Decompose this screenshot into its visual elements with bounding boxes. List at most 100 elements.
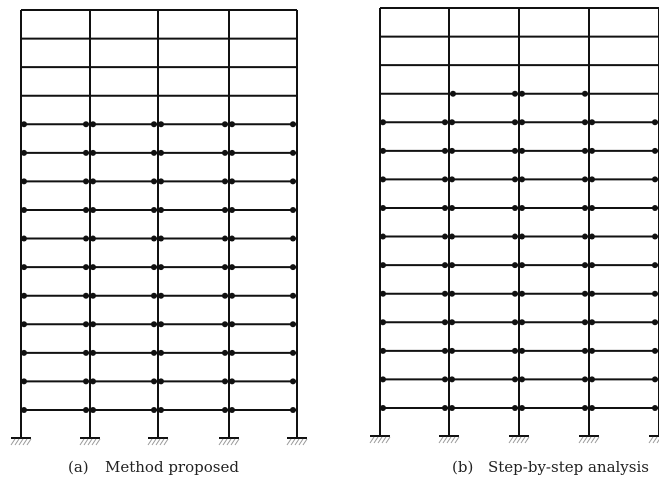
plastic-hinge	[442, 176, 448, 183]
hatch-line	[516, 436, 522, 444]
plastic-hinge	[380, 233, 386, 240]
plastic-hinge	[589, 119, 595, 126]
plastic-hinge	[519, 90, 525, 97]
plastic-hinge	[21, 206, 27, 213]
plastic-hinge	[83, 406, 89, 413]
plastic-hinge	[229, 149, 235, 156]
plastic-hinge	[582, 319, 588, 326]
frame	[11, 9, 307, 439]
plastic-hinge	[652, 204, 658, 211]
hatch-line	[163, 438, 169, 446]
plastic-hinge	[222, 264, 228, 271]
plastic-hinge	[519, 262, 525, 269]
plastic-hinge	[652, 147, 658, 154]
plastic-hinge	[83, 206, 89, 213]
plastic-hinge	[222, 292, 228, 299]
plastic-hinge	[449, 290, 455, 297]
plastic-hinge	[83, 349, 89, 356]
plastic-hinge	[290, 378, 296, 385]
plastic-hinge	[512, 290, 518, 297]
plastic-hinge	[442, 233, 448, 240]
plastic-hinge	[589, 233, 595, 240]
plastic-hinge	[519, 233, 525, 240]
plastic-hinge	[512, 176, 518, 183]
panel-label: (b)	[452, 458, 473, 476]
plastic-hinge	[222, 121, 228, 128]
hatch-line	[159, 438, 165, 446]
plastic-hinge	[151, 406, 157, 413]
plastic-hinge	[222, 149, 228, 156]
hatch-line	[369, 436, 375, 444]
plastic-hinge	[589, 347, 595, 354]
panel-caption: Method proposed	[105, 458, 239, 476]
plastic-hinge	[290, 406, 296, 413]
plastic-hinge	[380, 147, 386, 154]
plastic-hinge	[442, 376, 448, 383]
plastic-hinge	[21, 121, 27, 128]
hatch-line	[385, 436, 391, 444]
hatch-line	[438, 436, 444, 444]
plastic-hinge	[222, 321, 228, 328]
hatch-line	[648, 436, 654, 444]
plastic-hinge	[290, 178, 296, 185]
plastic-hinge	[582, 90, 588, 97]
plastic-hinge	[90, 378, 96, 385]
plastic-hinge	[90, 121, 96, 128]
plastic-hinge	[222, 235, 228, 242]
hatch-line	[79, 438, 85, 446]
plastic-hinge	[449, 404, 455, 411]
plastic-hinge	[222, 349, 228, 356]
plastic-hinge	[290, 149, 296, 156]
plastic-hinge	[442, 347, 448, 354]
plastic-hinge	[83, 149, 89, 156]
plastic-hinge	[519, 204, 525, 211]
plastic-hinge	[158, 264, 164, 271]
plastic-hinge	[442, 204, 448, 211]
plastic-hinge	[512, 233, 518, 240]
plastic-hinge	[222, 206, 228, 213]
hatch-line	[14, 438, 20, 446]
hatch-line	[83, 438, 89, 446]
plastic-hinge	[158, 235, 164, 242]
plastic-hinge	[290, 264, 296, 271]
hatch-line	[18, 438, 24, 446]
plastic-hinge	[519, 290, 525, 297]
plastic-hinge	[380, 376, 386, 383]
hatch-line	[151, 438, 157, 446]
plastic-hinge	[90, 321, 96, 328]
plastic-hinge	[652, 290, 658, 297]
plastic-hinge	[151, 321, 157, 328]
hatch-line	[286, 438, 292, 446]
plastic-hinge	[652, 233, 658, 240]
plastic-hinge	[158, 206, 164, 213]
plastic-hinge	[582, 262, 588, 269]
plastic-hinge	[589, 147, 595, 154]
hatch-line	[594, 436, 600, 444]
support-hatch	[218, 438, 240, 446]
hatch-line	[652, 436, 658, 444]
plastic-hinge	[229, 178, 235, 185]
hatch-line	[450, 436, 456, 444]
frames	[10, 7, 659, 446]
hatch-line	[22, 438, 28, 446]
plastic-hinge	[158, 321, 164, 328]
plastic-hinge	[151, 292, 157, 299]
plastic-hinge	[449, 176, 455, 183]
hatch-line	[524, 436, 530, 444]
plastic-hinge	[380, 404, 386, 411]
plastic-hinge	[21, 406, 27, 413]
hatch-line	[656, 439, 659, 444]
support-hatch	[508, 436, 530, 444]
plastic-hinge	[83, 378, 89, 385]
plastic-hinge	[90, 292, 96, 299]
hatch-line	[26, 438, 32, 446]
plastic-hinge	[652, 262, 658, 269]
support-hatch	[578, 436, 600, 444]
hatch-line	[218, 438, 224, 446]
plastic-hinge	[151, 235, 157, 242]
plastic-hinge	[83, 121, 89, 128]
plastic-hinge	[512, 376, 518, 383]
plastic-hinge	[380, 319, 386, 326]
plastic-hinge	[380, 347, 386, 354]
plastic-hinge	[151, 349, 157, 356]
